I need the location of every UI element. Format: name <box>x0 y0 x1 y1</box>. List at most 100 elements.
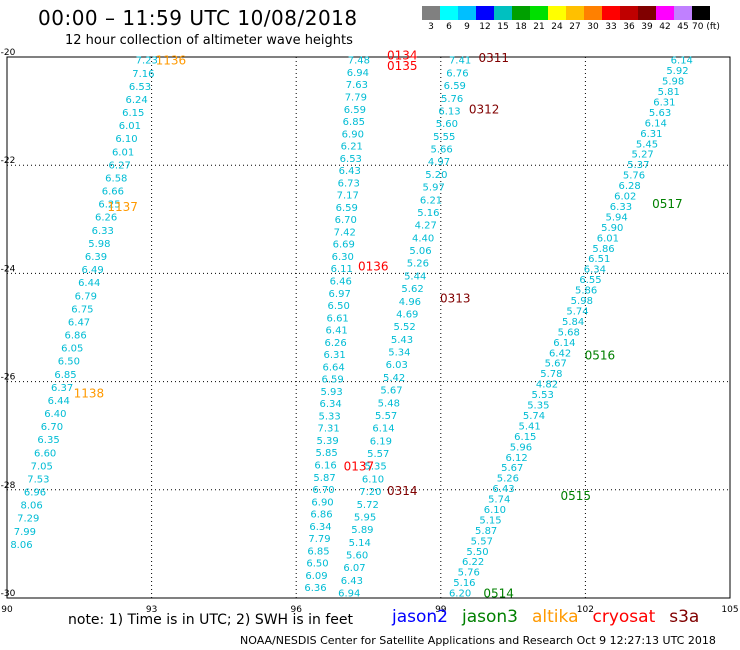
swh-value-label: 7.16 <box>132 69 154 80</box>
swh-value-label: 5.16 <box>417 208 439 219</box>
swh-value-label: 5.27 <box>632 150 654 161</box>
time-label: 0517 <box>652 197 683 211</box>
swh-value-label: 6.70 <box>335 215 357 226</box>
swh-value-label: 7.53 <box>27 474 49 485</box>
swh-value-label: 6.14 <box>671 56 693 67</box>
time-label: 0515 <box>560 489 591 503</box>
swh-value-label: 5.63 <box>649 108 671 119</box>
swh-value-label: 6.26 <box>95 213 117 224</box>
swh-value-label: 5.06 <box>409 246 431 257</box>
swh-value-label: 5.74 <box>488 495 510 506</box>
swh-value-label: 6.96 <box>24 488 46 499</box>
swh-value-label: 5.90 <box>601 223 623 234</box>
swh-value-label: 6.50 <box>328 301 350 312</box>
colorbar-swatch <box>656 6 674 20</box>
satellite-legend: jason2 jason3 altika cryosat s3a <box>392 607 713 627</box>
swh-value-label: 5.57 <box>375 411 397 422</box>
time-label: 1138 <box>74 386 105 400</box>
colorbar-label: 12 <box>479 22 491 32</box>
colorbar-label: 27 <box>569 22 581 32</box>
swh-value-label: 5.57 <box>367 449 389 460</box>
swh-value-label: 6.94 <box>338 589 360 600</box>
swh-value-label: 6.85 <box>343 117 365 128</box>
legend-item: jason2 <box>392 607 448 627</box>
colorbar-swatch <box>422 6 440 20</box>
lat-tick-label: -22 <box>1 156 16 166</box>
swh-value-label: 6.14 <box>553 338 575 349</box>
swh-value-label: 5.35 <box>527 401 549 412</box>
swh-value-label: 7.17 <box>337 191 359 202</box>
swh-value-label: 6.86 <box>65 331 87 342</box>
swh-value-label: 6.35 <box>37 435 59 446</box>
swh-value-label: 6.33 <box>92 226 114 237</box>
swh-value-label: 5.67 <box>380 386 402 397</box>
colorbar-label: 24 <box>551 22 563 32</box>
time-label: 0137 <box>344 459 375 473</box>
time-label: 0311 <box>479 51 510 65</box>
swh-value-label: 5.76 <box>623 171 645 182</box>
swh-value-label: 6.02 <box>614 192 636 203</box>
lon-tick-label: 102 <box>577 605 594 615</box>
swh-value-label: 4.97 <box>428 157 450 168</box>
time-label: 0313 <box>440 292 471 306</box>
swh-value-label: 6.21 <box>341 142 363 153</box>
swh-value-label: 5.33 <box>318 411 340 422</box>
swh-value-label: 5.89 <box>351 525 373 536</box>
swh-value-label: 4.96 <box>399 297 421 308</box>
swh-value-label: 7.63 <box>346 80 368 91</box>
swh-value-label: 5.68 <box>558 327 580 338</box>
colorbar-label: 30 <box>587 22 599 32</box>
swh-value-label: 6.34 <box>319 399 341 410</box>
swh-value-label: 6.16 <box>314 461 336 472</box>
colorbar-swatch <box>692 6 710 20</box>
swh-value-label: 6.37 <box>51 383 73 394</box>
swh-value-label: 5.15 <box>479 515 501 526</box>
swh-value-label: 5.86 <box>592 244 614 255</box>
swh-value-label: 6.31 <box>653 97 675 108</box>
swh-value-label: 7.79 <box>345 93 367 104</box>
swh-value-label: 6.58 <box>105 173 127 184</box>
swh-value-label: 6.47 <box>68 317 90 328</box>
swh-value-label: 6.86 <box>310 510 332 521</box>
swh-value-label: 6.94 <box>347 68 369 79</box>
swh-value-label: 5.52 <box>394 322 416 333</box>
swh-value-label: 7.31 <box>317 424 339 435</box>
lon-tick-label: 90 <box>1 605 13 615</box>
swh-value-label: 5.60 <box>346 551 368 562</box>
lon-tick-label: 96 <box>290 605 302 615</box>
swh-value-label: 6.75 <box>71 304 93 315</box>
swh-value-label: 5.34 <box>388 348 410 359</box>
swh-value-label: 5.48 <box>378 398 400 409</box>
swh-value-label: 5.92 <box>666 66 688 77</box>
swh-value-label: 5.98 <box>662 77 684 88</box>
colorbar-swatch <box>584 6 602 20</box>
swh-value-label: 5.87 <box>475 526 497 537</box>
colorbar-swatch <box>530 6 548 20</box>
colorbar-label: 3 <box>428 22 434 32</box>
time-label: 0516 <box>585 349 616 363</box>
swh-value-label: 6.03 <box>386 360 408 371</box>
footer-credit: NOAA/NESDIS Center for Satellite Applica… <box>240 634 716 647</box>
swh-value-label: 6.60 <box>34 448 56 459</box>
swh-value-label: 5.66 <box>430 145 452 156</box>
swh-value-label: 6.59 <box>444 81 466 92</box>
swh-value-label: 6.39 <box>85 252 107 263</box>
colorbar-label: 45 <box>677 22 689 32</box>
swh-value-label: 6.97 <box>329 289 351 300</box>
swh-value-label: 5.93 <box>320 387 342 398</box>
swh-value-label: 6.46 <box>330 277 352 288</box>
swh-value-label: 5.94 <box>605 212 627 223</box>
swh-value-label: 5.67 <box>501 463 523 474</box>
swh-value-label: 5.50 <box>466 547 488 558</box>
lon-tick-label: 99 <box>435 605 447 615</box>
swh-value-label: 5.98 <box>571 296 593 307</box>
swh-value-label: 5.84 <box>562 317 584 328</box>
swh-value-label: 5.57 <box>471 536 493 547</box>
swh-value-label: 7.79 <box>308 534 330 545</box>
colorbar-label: 9 <box>464 22 470 32</box>
lat-tick-label: -26 <box>1 373 16 383</box>
swh-value-label: 6.73 <box>338 178 360 189</box>
swh-value-label: 5.76 <box>441 94 463 105</box>
swh-value-label: 6.01 <box>112 147 134 158</box>
swh-value-label: 6.70 <box>41 422 63 433</box>
